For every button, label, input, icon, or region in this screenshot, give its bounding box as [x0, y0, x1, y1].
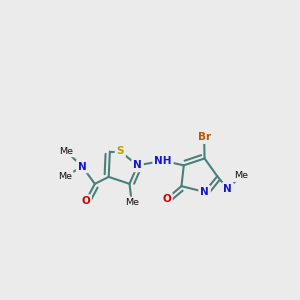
- Text: O: O: [81, 196, 90, 206]
- Text: Me: Me: [59, 146, 73, 155]
- Text: N: N: [223, 184, 232, 194]
- Text: N: N: [78, 161, 86, 172]
- Text: N: N: [133, 160, 142, 170]
- Text: NH: NH: [154, 156, 172, 166]
- Text: Me: Me: [125, 198, 139, 207]
- Text: Br: Br: [197, 132, 211, 142]
- Text: N: N: [200, 187, 209, 197]
- Text: O: O: [162, 194, 171, 204]
- Text: Me: Me: [234, 171, 248, 180]
- Text: Me: Me: [58, 172, 72, 182]
- Text: S: S: [116, 146, 124, 157]
